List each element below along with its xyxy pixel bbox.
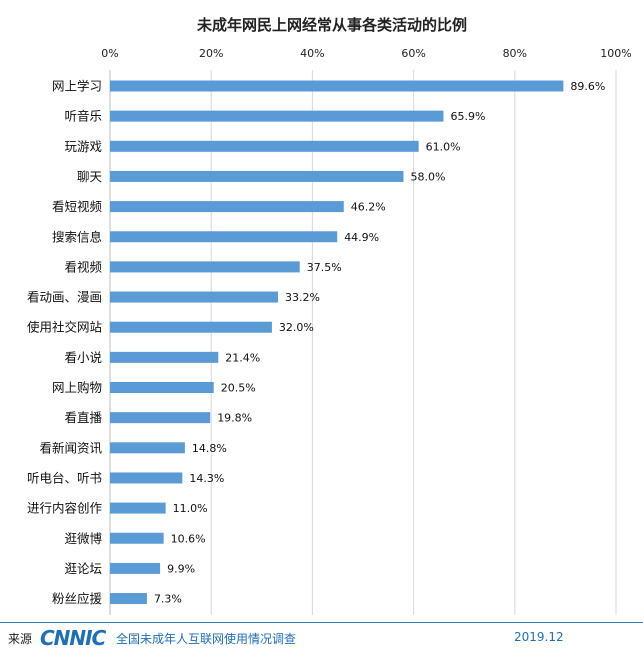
value-label: 58.0% [410, 170, 445, 183]
value-label: 7.3% [154, 593, 182, 606]
x-tick-label: 0% [101, 47, 118, 60]
category-label: 看新闻资讯 [39, 440, 102, 455]
category-label: 看小说 [64, 350, 102, 365]
bar [110, 321, 272, 333]
x-tick-label: 40% [300, 47, 324, 60]
category-label: 看直播 [64, 410, 102, 425]
value-label: 21.4% [225, 351, 260, 364]
category-label: 玩游戏 [64, 139, 102, 154]
category-label: 听音乐 [64, 109, 102, 124]
value-label: 14.3% [189, 472, 224, 485]
category-label: 听电台、听书 [27, 470, 102, 485]
category-label: 网上购物 [52, 380, 102, 395]
bar [110, 562, 161, 574]
category-label: 看动画、漫画 [27, 290, 102, 305]
bar [110, 80, 564, 92]
category-label: 粉丝应援 [52, 591, 103, 606]
value-label: 14.8% [192, 442, 227, 455]
bar [110, 140, 419, 152]
chart-title: 未成年网民上网经常从事各类活动的比例 [196, 16, 467, 34]
bars [110, 80, 564, 605]
bar [110, 291, 278, 303]
x-tick-label: 60% [401, 47, 425, 60]
value-label: 65.9% [450, 110, 485, 123]
bar [110, 201, 344, 213]
x-tick-label: 100% [600, 47, 631, 60]
category-label: 搜索信息 [52, 229, 102, 244]
source-label: 来源 [8, 632, 33, 646]
bar [110, 502, 166, 514]
category-label: 看短视频 [52, 199, 103, 214]
value-label: 61.0% [426, 140, 461, 153]
category-label: 聊天 [77, 169, 103, 184]
bar [110, 532, 164, 544]
report-date: 2019.12 [514, 630, 564, 644]
bar [110, 231, 338, 243]
footer: 来源 CNNIC 全国未成年人互联网使用情况调查 2019.12 [0, 622, 643, 655]
value-label: 10.6% [171, 532, 206, 545]
bar [110, 593, 147, 605]
value-label: 11.0% [173, 502, 208, 515]
category-labels: 网上学习听音乐玩游戏聊天看短视频搜索信息看视频看动画、漫画使用社交网站看小说网上… [27, 79, 103, 607]
category-label: 看视频 [64, 259, 102, 274]
gridlines [109, 70, 617, 615]
bar [110, 351, 219, 363]
bar [110, 412, 211, 424]
bar [110, 442, 185, 454]
x-tick-label: 80% [503, 47, 527, 60]
bar [110, 382, 214, 393]
bar [110, 261, 300, 273]
category-label: 进行内容创作 [27, 501, 103, 516]
category-label: 网上学习 [52, 79, 102, 94]
value-label: 37.5% [307, 261, 342, 274]
value-label: 32.0% [279, 321, 314, 334]
value-label: 89.6% [570, 80, 605, 93]
bar [110, 472, 183, 484]
value-labels: 89.6% 65.9% 61.0% 58.0% 46.2% 44.9% 37.5% 33.2%… [154, 80, 605, 606]
value-label: 44.9% [344, 231, 379, 244]
x-axis-ticks: 0% 20% 40% 60% 80% 100% [101, 47, 631, 60]
value-label: 33.2% [285, 291, 320, 304]
value-label: 9.9% [167, 562, 195, 575]
category-label: 使用社交网站 [27, 320, 102, 335]
value-label: 46.2% [351, 201, 386, 214]
value-label: 19.8% [217, 412, 252, 425]
bar [110, 170, 404, 182]
bar-chart: 未成年网民上网经常从事各类活动的比例 0% 20% 40% 60% 80% 100% 网上… [27, 16, 632, 615]
category-label: 逛微博 [64, 531, 102, 546]
value-label: 20.5% [221, 382, 256, 395]
x-tick-label: 20% [199, 47, 223, 60]
survey-name: 全国未成年人互联网使用情况调查 [116, 632, 297, 646]
category-label: 逛论坛 [64, 561, 102, 576]
bar [110, 110, 444, 122]
cnnic-logo: CNNIC [40, 626, 106, 650]
